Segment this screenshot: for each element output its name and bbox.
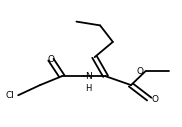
Text: Cl: Cl bbox=[6, 91, 15, 100]
Text: O: O bbox=[48, 55, 54, 64]
Text: H: H bbox=[85, 84, 91, 93]
Text: N: N bbox=[85, 72, 91, 81]
Text: O: O bbox=[151, 95, 158, 104]
Text: O: O bbox=[137, 67, 144, 76]
